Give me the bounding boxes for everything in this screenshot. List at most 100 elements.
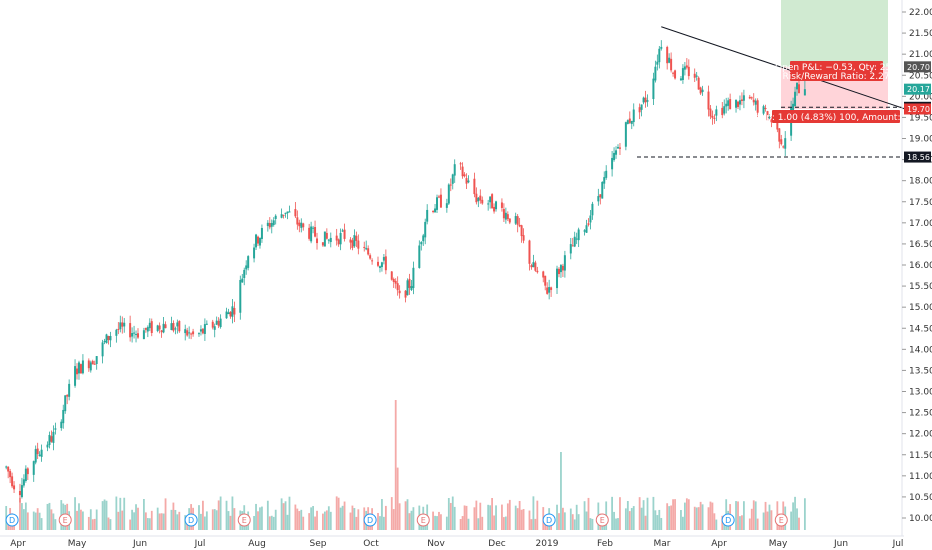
candle-body[interactable]	[349, 239, 352, 243]
candle-body[interactable]	[794, 91, 797, 106]
candle-body[interactable]	[424, 221, 427, 238]
candle-body[interactable]	[479, 195, 482, 201]
candle-body[interactable]	[575, 238, 578, 240]
candle-body[interactable]	[239, 279, 242, 313]
candle-body[interactable]	[225, 311, 228, 319]
candle-body[interactable]	[219, 318, 222, 328]
candle-body[interactable]	[367, 248, 370, 255]
candle-body[interactable]	[493, 206, 496, 212]
candle-body[interactable]	[115, 329, 118, 336]
candle-body[interactable]	[146, 327, 149, 332]
candle-body[interactable]	[215, 320, 218, 325]
candle-body[interactable]	[646, 100, 649, 102]
candle-body[interactable]	[573, 236, 576, 247]
price-axis[interactable]: 22.0021.5021.0020.5020.0019.5019.0018.50…	[901, 0, 932, 536]
candle-body[interactable]	[556, 268, 559, 289]
dividend-marker[interactable]: D	[363, 513, 377, 527]
candle-body[interactable]	[502, 209, 505, 219]
candle-body[interactable]	[546, 287, 549, 294]
candle-body[interactable]	[172, 323, 175, 331]
candle-body[interactable]	[666, 47, 669, 64]
candle-body[interactable]	[107, 336, 110, 340]
candle-body[interactable]	[62, 409, 65, 424]
candle-body[interactable]	[355, 235, 358, 241]
candle-body[interactable]	[308, 227, 311, 239]
candle-body[interactable]	[192, 331, 195, 335]
candle-body[interactable]	[60, 421, 63, 429]
candle-body[interactable]	[544, 275, 547, 286]
candle-body[interactable]	[762, 106, 765, 114]
time-axis[interactable]: Apr May Jun Jul Aug Sep Oct Nov Dec 2019 Feb Mar Apr…	[0, 535, 904, 549]
candle-body[interactable]	[453, 164, 456, 176]
candle-body[interactable]	[591, 203, 594, 216]
candle-body[interactable]	[618, 147, 621, 149]
candle-body[interactable]	[148, 322, 151, 329]
candle-body[interactable]	[286, 211, 289, 214]
candle-body[interactable]	[377, 261, 379, 266]
earnings-marker[interactable]: E	[237, 513, 251, 527]
candle-body[interactable]	[723, 106, 726, 114]
candle-body[interactable]	[343, 229, 346, 239]
candle-body[interactable]	[38, 454, 41, 456]
candle-body[interactable]	[50, 436, 53, 442]
candle-body[interactable]	[491, 194, 494, 209]
candle-body[interactable]	[532, 262, 535, 268]
candle-body[interactable]	[735, 99, 738, 108]
candle-body[interactable]	[752, 99, 755, 103]
candle-body[interactable]	[693, 73, 696, 78]
candle-body[interactable]	[131, 333, 134, 337]
candle-body[interactable]	[670, 58, 673, 71]
candle-body[interactable]	[280, 214, 283, 218]
candle-body[interactable]	[64, 395, 67, 412]
candle-body[interactable]	[436, 197, 439, 210]
candle-body[interactable]	[20, 485, 23, 498]
candle-body[interactable]	[298, 222, 301, 227]
candle-body[interactable]	[451, 174, 454, 184]
candle-body[interactable]	[87, 360, 90, 369]
candle-body[interactable]	[229, 311, 232, 317]
candle-body[interactable]	[245, 265, 248, 270]
candle-body[interactable]	[227, 312, 230, 315]
candle-body[interactable]	[615, 150, 618, 155]
candle-body[interactable]	[142, 330, 145, 340]
candle-body[interactable]	[13, 485, 16, 490]
candle-body[interactable]	[737, 101, 739, 107]
candle-body[interactable]	[514, 216, 517, 224]
candle-body[interactable]	[164, 324, 167, 329]
candle-body[interactable]	[707, 91, 710, 110]
candle-body[interactable]	[628, 118, 631, 123]
candle-body[interactable]	[5, 466, 8, 468]
candle-body[interactable]	[437, 196, 440, 198]
candle-body[interactable]	[500, 202, 503, 208]
candle-body[interactable]	[365, 248, 368, 250]
candle-body[interactable]	[81, 360, 84, 374]
candle-body[interactable]	[121, 322, 124, 327]
candle-body[interactable]	[77, 362, 80, 374]
candle-body[interactable]	[357, 240, 360, 249]
candle-body[interactable]	[398, 290, 401, 294]
trendline[interactable]	[661, 26, 906, 110]
candle-body[interactable]	[784, 138, 787, 149]
candle-body[interactable]	[129, 323, 132, 338]
candle-body[interactable]	[203, 324, 206, 334]
candle-body[interactable]	[170, 323, 173, 331]
candle-body[interactable]	[327, 239, 330, 241]
candle-body[interactable]	[156, 325, 159, 332]
candle-body[interactable]	[79, 364, 82, 374]
candle-body[interactable]	[268, 223, 271, 228]
candle-body[interactable]	[162, 323, 165, 333]
dividend-marker[interactable]: D	[721, 513, 735, 527]
candle-body[interactable]	[272, 220, 275, 225]
candle-body[interactable]	[522, 235, 525, 241]
candle-body[interactable]	[233, 308, 236, 315]
candle-body[interactable]	[699, 87, 702, 94]
candle-body[interactable]	[258, 238, 261, 246]
candle-body[interactable]	[382, 257, 385, 261]
candle-body[interactable]	[489, 196, 492, 203]
candle-body[interactable]	[518, 224, 521, 227]
candle-body[interactable]	[652, 78, 655, 100]
candle-body[interactable]	[536, 270, 539, 273]
candle-body[interactable]	[748, 96, 751, 99]
candle-body[interactable]	[530, 265, 533, 268]
